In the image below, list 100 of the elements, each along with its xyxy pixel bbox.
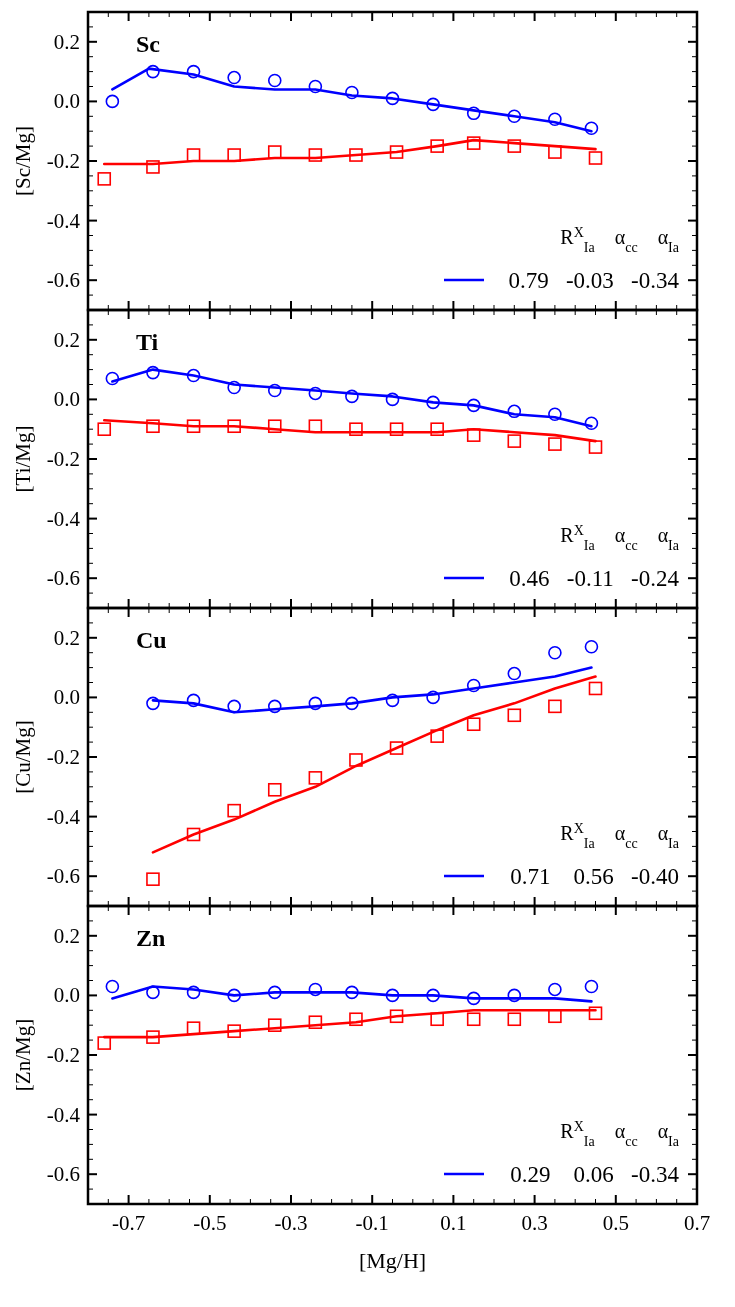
point	[227, 70, 241, 85]
y-tick-label: 0.0	[53, 89, 80, 114]
point	[430, 422, 444, 436]
point	[507, 404, 522, 419]
point	[507, 666, 522, 681]
point	[588, 440, 603, 454]
point	[507, 1012, 522, 1027]
point	[227, 1024, 241, 1038]
point	[466, 1012, 481, 1027]
y-axis-title: [Sc/Mg]	[11, 126, 35, 196]
point	[466, 136, 481, 150]
y-tick-label: -0.2	[46, 149, 80, 173]
x-tick-label: 0.7	[683, 1211, 711, 1235]
point	[389, 741, 404, 755]
legend-label: 0.29 0.06 -0.34	[510, 1162, 680, 1187]
line-series	[151, 675, 597, 854]
point	[385, 91, 400, 106]
y-tick-label: -0.6	[46, 1162, 80, 1187]
y-tick-label: 0.0	[53, 983, 80, 1008]
point	[308, 771, 323, 785]
point	[186, 827, 201, 842]
point	[466, 991, 481, 1006]
point	[308, 386, 323, 401]
y-tick-label: -0.2	[46, 745, 80, 769]
y-tick-label: 0.2	[53, 29, 80, 54]
y-tick-label: 0.2	[53, 625, 80, 650]
point	[267, 73, 282, 88]
point	[97, 422, 112, 436]
text: R$^{X}$$_{Ia}$ α$_{cc}$ α$_{Ia}$	[560, 522, 679, 553]
x-tick-label: -0.3	[274, 1211, 308, 1235]
point	[430, 729, 444, 743]
point	[507, 434, 522, 448]
y-tick-label: -0.4	[46, 208, 81, 233]
text: R$^{X}$$_{Ia}$ α$_{cc}$ α$_{Ia}$	[560, 224, 679, 255]
point	[507, 139, 522, 153]
point	[105, 979, 120, 994]
y-tick-label: 0.2	[53, 327, 80, 352]
point	[267, 383, 282, 398]
point	[267, 699, 282, 714]
point	[349, 753, 363, 767]
y-tick-label: 0.2	[53, 923, 80, 948]
point	[426, 988, 440, 1003]
point	[186, 693, 201, 708]
point	[186, 1021, 201, 1035]
point	[389, 145, 404, 159]
point	[146, 1030, 160, 1044]
point	[267, 145, 282, 159]
point	[385, 392, 400, 407]
point	[345, 85, 359, 100]
point	[466, 717, 481, 732]
point	[507, 708, 522, 723]
y-tick-label: 0.0	[53, 387, 80, 412]
point	[227, 419, 241, 434]
point	[548, 982, 562, 997]
point	[426, 690, 440, 705]
y-tick-label: -0.4	[46, 1102, 81, 1127]
point	[385, 693, 400, 708]
point	[345, 696, 359, 711]
y-tick-label: -0.6	[46, 566, 80, 591]
y-axis-title: [Cu/Mg]	[11, 720, 35, 794]
y-tick-label: -0.2	[46, 447, 80, 471]
point	[349, 1012, 363, 1027]
point	[97, 172, 112, 186]
point	[186, 985, 201, 1000]
point	[466, 398, 481, 413]
point	[389, 1009, 404, 1024]
point	[426, 97, 440, 112]
point	[588, 1006, 603, 1021]
point	[430, 139, 444, 153]
point	[146, 160, 160, 174]
point	[186, 368, 201, 383]
point	[584, 121, 599, 136]
point	[466, 428, 481, 442]
point	[227, 803, 241, 818]
text: Cu	[136, 627, 167, 653]
point	[267, 782, 282, 797]
point	[426, 395, 440, 410]
legend-label: 0.71 0.56 -0.40	[510, 864, 679, 889]
point	[227, 988, 241, 1003]
point	[548, 407, 562, 422]
y-tick-label: -0.4	[46, 506, 81, 531]
point	[584, 979, 599, 994]
x-tick-label: -0.1	[355, 1211, 389, 1235]
y-axis-title: [Ti/Mg]	[11, 425, 35, 493]
point	[349, 422, 363, 436]
point	[146, 696, 160, 711]
y-tick-label: -0.4	[46, 804, 81, 829]
point	[267, 1018, 282, 1032]
x-tick-label: 0.5	[602, 1211, 629, 1235]
point	[507, 109, 522, 124]
point	[227, 380, 241, 395]
text: R$^{X}$$_{Ia}$ α$_{cc}$ α$_{Ia}$	[560, 820, 679, 851]
point	[146, 985, 160, 1000]
point	[186, 148, 201, 162]
point	[584, 416, 599, 431]
point	[588, 151, 603, 165]
point	[584, 639, 599, 654]
y-tick-label: 0.0	[53, 685, 80, 710]
text: R$^{X}$$_{Ia}$ α$_{cc}$ α$_{Ia}$	[560, 1118, 679, 1149]
x-axis-title: [Mg/H]	[358, 1248, 427, 1273]
